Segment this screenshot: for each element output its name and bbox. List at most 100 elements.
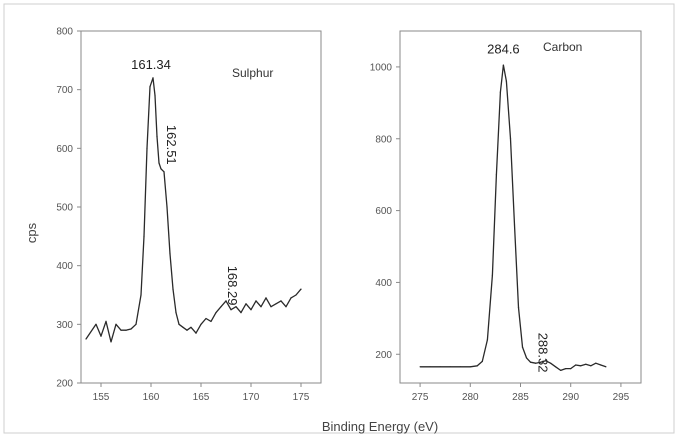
sulphur-data-point (265, 297, 267, 299)
sulphur-y-tick-label: 300 (56, 320, 73, 331)
sulphur-data-point (290, 297, 292, 299)
sulphur-data-point (163, 171, 165, 173)
sulphur-y-tick-label: 700 (56, 85, 73, 96)
sulphur-data-point (295, 294, 297, 296)
sulphur-data-point (152, 77, 154, 79)
carbon-data-point (605, 366, 607, 368)
carbon-y-tick-label: 1000 (370, 62, 393, 73)
sulphur-x-tick-label: 160 (143, 392, 160, 403)
carbon-data-point (439, 366, 441, 368)
sulphur-data-point (230, 309, 232, 311)
sulphur-data-point (210, 320, 212, 322)
carbon-data-point (529, 361, 532, 363)
sulphur-data-point (205, 317, 207, 320)
carbon-data-point (570, 368, 572, 370)
carbon-panel: 275 280 285 290 295 200 400 600 800 1000 Carbon 284… (370, 30, 642, 403)
carbon-data-point (509, 138, 512, 140)
carbon-data-point (535, 362, 537, 364)
sulphur-data-point (182, 326, 184, 328)
carbon-data-point (580, 365, 582, 367)
sulphur-plot-area (80, 30, 322, 384)
sulphur-data-point (110, 341, 112, 343)
sulphur-data-point (125, 329, 127, 331)
carbon-y-tick-label: 400 (375, 278, 392, 289)
carbon-data-point (502, 64, 504, 66)
carbon-data-point (565, 368, 567, 370)
sulphur-x-tick-label: 165 (193, 392, 210, 403)
sulphur-data-point (130, 328, 132, 330)
sulphur-data-point (105, 320, 107, 322)
sulphur-x-tick-label: 170 (243, 392, 260, 403)
carbon-data-point (560, 369, 562, 371)
carbon-data-point (429, 366, 431, 368)
sulphur-data-point (200, 323, 202, 325)
sulphur-data-point (186, 329, 188, 331)
carbon-data-point (517, 307, 520, 309)
carbon-data-point (575, 364, 577, 366)
carbon-data-point (513, 224, 516, 226)
carbon-x-tick-label: 295 (613, 392, 630, 403)
sulphur-y-tick-label: 800 (56, 27, 73, 38)
carbon-data-point (495, 174, 497, 176)
sulphur-data-point (225, 300, 227, 302)
carbon-x-tick-label: 285 (512, 392, 529, 403)
sulphur-data-point (135, 323, 137, 325)
carbon-x-tick-label: 280 (462, 392, 479, 403)
sulphur-data-point (195, 332, 197, 334)
sulphur-data-point (169, 253, 171, 255)
sulphur-data-point (285, 306, 287, 308)
carbon-peak-label: 288.32 (536, 333, 551, 373)
carbon-data-point (505, 80, 507, 82)
sulphur-data-point (260, 306, 262, 308)
carbon-data-point (590, 365, 592, 367)
sulphur-data-point (175, 312, 177, 314)
sulphur-data-point (120, 329, 122, 331)
carbon-data-point (555, 366, 557, 368)
carbon-data-point (419, 366, 421, 368)
sulphur-data-point (158, 162, 160, 164)
carbon-data-point (481, 360, 483, 362)
sulphur-data-point (149, 86, 151, 88)
carbon-y-tick-label: 600 (375, 206, 392, 217)
sulphur-data-point (255, 300, 257, 302)
sulphur-data-point (270, 306, 272, 308)
carbon-data-point (595, 362, 597, 364)
sulphur-data-point (154, 94, 156, 97)
sulphur-data-point (235, 306, 237, 308)
carbon-data-point (550, 362, 552, 364)
carbon-data-point (525, 357, 528, 359)
sulphur-peak-label: 168.29 (225, 266, 240, 306)
y-axis-title: cps (24, 222, 39, 243)
sulphur-data-point (115, 323, 117, 325)
sulphur-data-point (250, 309, 252, 311)
sulphur-data-point (178, 323, 180, 325)
sulphur-data-point (156, 136, 158, 138)
sulphur-data-point (95, 323, 97, 325)
sulphur-data-point (172, 288, 174, 290)
carbon-y-tick-label: 200 (375, 350, 392, 361)
sulphur-data-point (146, 147, 148, 149)
sulphur-panel: 155 160 165 170 175 200 300 400 500 600 700 800 Sulp… (56, 27, 322, 403)
carbon-data-point (600, 364, 602, 366)
sulphur-data-point (220, 306, 222, 308)
sulphur-data-point (275, 303, 277, 305)
sulphur-peak-label: 162.51 (164, 125, 179, 165)
sulphur-x-tick-label: 175 (293, 392, 310, 403)
carbon-x-tick-label: 275 (412, 392, 429, 403)
carbon-data-point (521, 346, 524, 348)
sulphur-data-point (280, 300, 282, 302)
sulphur-name-label: Sulphur (232, 66, 273, 80)
sulphur-y-tick-label: 400 (56, 261, 73, 272)
carbon-data-point (540, 361, 542, 363)
carbon-data-point (469, 366, 471, 368)
sulphur-data-point (300, 288, 302, 290)
carbon-data-point (459, 366, 461, 368)
sulphur-data-point (166, 206, 168, 208)
carbon-data-point (449, 366, 451, 368)
sulphur-data-point (143, 235, 145, 237)
sulphur-spectrum-line (85, 77, 302, 343)
carbon-peak-label: 284.6 (487, 41, 520, 56)
carbon-y-tick-label: 800 (375, 134, 392, 145)
